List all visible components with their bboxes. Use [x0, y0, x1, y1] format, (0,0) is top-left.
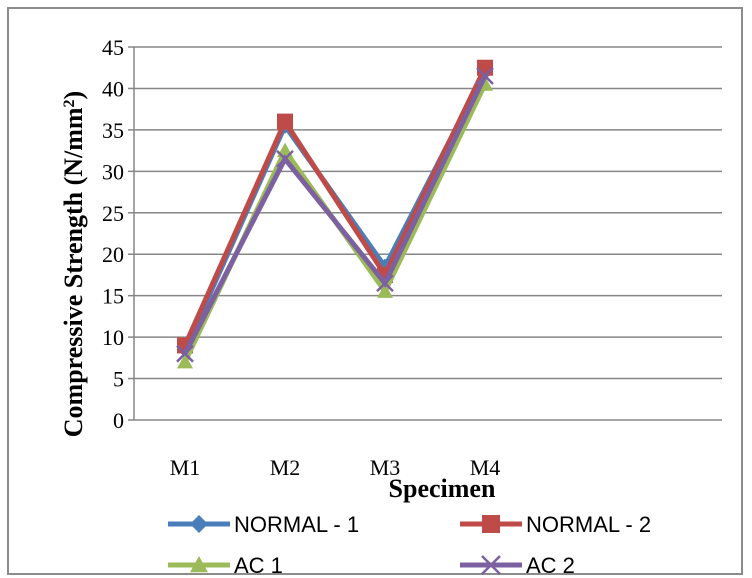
legend-label: AC 2 [526, 553, 575, 578]
y-tick-label: 0 [113, 408, 124, 433]
gridlines [134, 46, 722, 380]
chart-frame [7, 7, 743, 575]
data-point [481, 555, 501, 575]
legend-entry: AC 2 [460, 553, 575, 578]
y-tick-label: 25 [102, 201, 124, 226]
y-tick-labels: 0 5 10 15 20 25 30 35 40 45 [102, 35, 124, 433]
data-point [176, 344, 194, 363]
legend-label: AC 1 [234, 553, 283, 578]
x-axis-title: Specimen [389, 474, 496, 503]
data-point [376, 274, 394, 293]
y-tick-label: 20 [102, 242, 124, 267]
y-tick-label: 10 [102, 325, 124, 350]
data-point [177, 353, 193, 369]
y-tick-label: 35 [102, 118, 124, 143]
y-axis-title: Compressive Strength (N/mm2) [59, 91, 88, 437]
legend-label: NORMAL - 2 [526, 512, 651, 537]
x-tick-label: M2 [270, 455, 301, 480]
x-tick-label: M3 [370, 455, 401, 480]
series-ac-2 [176, 67, 494, 363]
series-normal-2 [177, 59, 493, 354]
series-line [182, 74, 488, 355]
y-tick-label: 5 [113, 367, 124, 392]
y-tick-label: 15 [102, 284, 124, 309]
data-point [190, 515, 208, 533]
series-line [182, 70, 488, 351]
data-point [476, 67, 494, 85]
data-point [190, 556, 208, 573]
data-point [277, 113, 293, 130]
series-line [182, 66, 488, 347]
series-lines [176, 59, 494, 369]
legend-entry: AC 1 [168, 553, 283, 578]
x-tick-label: M4 [470, 455, 501, 480]
data-point [276, 150, 294, 168]
legend-label: NORMAL - 1 [234, 512, 359, 537]
y-tick-label: 30 [102, 159, 124, 184]
y-tick-label: 45 [102, 35, 124, 60]
data-point [482, 515, 500, 533]
series-normal-1 [177, 63, 493, 358]
legend: NORMAL - 1 NORMAL - 2 AC 1 AC 2 [168, 512, 651, 578]
legend-entry: NORMAL - 1 [168, 512, 359, 537]
y-tick-label: 40 [102, 76, 124, 101]
x-tick-labels: M1 M2 M3 M4 [170, 455, 501, 480]
legend-entry: NORMAL - 2 [460, 512, 651, 537]
data-point [477, 59, 493, 76]
axes [128, 46, 722, 421]
x-tick-label: M1 [170, 455, 201, 480]
svg-text:Compressive Strength (N/mm2): Compressive Strength (N/mm2) [59, 91, 88, 437]
data-point [377, 283, 393, 298]
